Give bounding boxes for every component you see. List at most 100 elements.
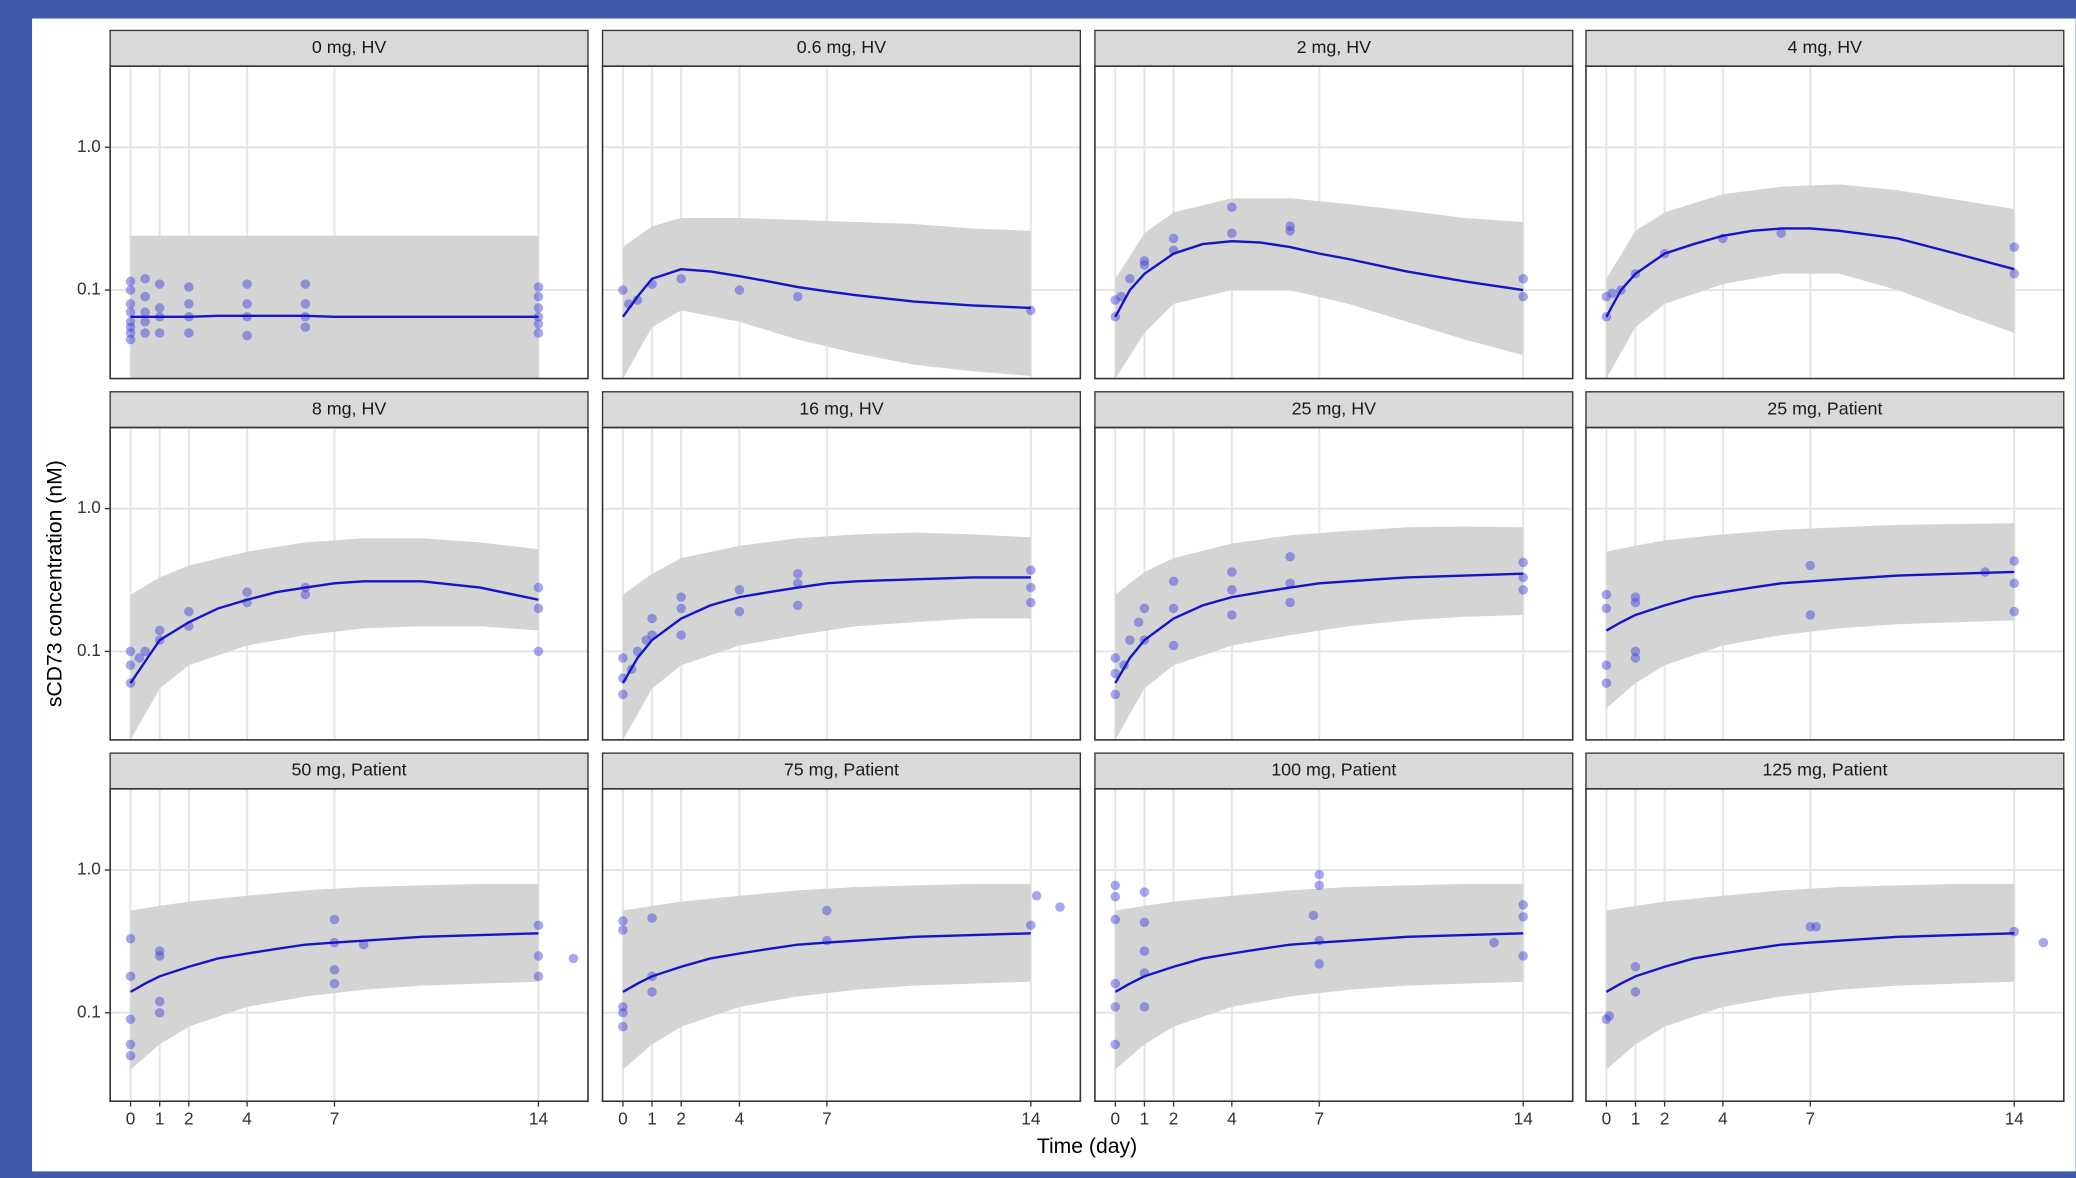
data-point [533, 646, 544, 657]
facet-title: 16 mg, HV [799, 398, 883, 418]
data-point [1314, 880, 1325, 891]
data-point [533, 282, 544, 292]
data-point [140, 316, 150, 327]
data-point [125, 334, 136, 345]
data-point [1518, 273, 1528, 284]
data-point [125, 276, 136, 287]
data-point [329, 978, 340, 989]
data-point [1026, 597, 1036, 608]
facet-title: 4 mg, HV [1788, 37, 1863, 57]
data-point [1601, 1014, 1612, 1025]
x-tick-label: 0 [1111, 1108, 1121, 1128]
data-point [618, 925, 628, 935]
data-point [134, 653, 145, 663]
data-point [618, 1002, 628, 1012]
x-tick-label: 14 [1021, 1108, 1041, 1128]
facet-title: 125 mg, Patient [1762, 760, 1887, 780]
facet-strip [1585, 391, 2065, 429]
panel-data [1110, 526, 1528, 740]
x-tick-label: 0 [1602, 1108, 1612, 1128]
data-point [184, 606, 194, 617]
data-point [300, 299, 311, 309]
data-point [734, 285, 745, 295]
facet-title: 8 mg, HV [312, 398, 387, 418]
data-point [1308, 910, 1319, 921]
prediction-band [130, 235, 539, 379]
facet-strip [109, 29, 589, 67]
panel [1585, 65, 2065, 380]
panel-border [109, 788, 589, 1103]
data-point [1139, 256, 1150, 266]
data-point [1110, 668, 1121, 679]
data-point [1026, 920, 1036, 931]
data-point [1630, 653, 1641, 663]
prediction-band [1606, 523, 2015, 709]
panel-data [618, 532, 1036, 740]
facet-strip [601, 752, 1082, 790]
data-point [1133, 617, 1144, 628]
x-tick-label: 1 [1631, 1108, 1641, 1128]
facet-strip [1585, 752, 2065, 790]
data-point [1110, 1002, 1121, 1012]
data-point [734, 606, 745, 617]
data-point [1518, 585, 1528, 595]
panel-border [601, 788, 1082, 1103]
x-tick-label: 4 [735, 1108, 745, 1128]
panel-border [109, 426, 589, 741]
data-point [125, 316, 136, 327]
panel-border [1585, 65, 2065, 380]
panel-border [1585, 426, 2065, 741]
panel [109, 65, 589, 380]
data-point [125, 285, 136, 295]
data-point [1285, 597, 1295, 608]
data-point [533, 291, 544, 302]
prediction-band [622, 217, 1031, 379]
data-point [676, 630, 686, 640]
x-tick-label: 4 [242, 1108, 252, 1128]
facet-strip [1585, 29, 2065, 67]
data-point [358, 939, 369, 950]
data-point [618, 1021, 628, 1032]
data-point [1518, 291, 1528, 302]
data-point [1125, 635, 1135, 645]
data-point [1110, 1039, 1121, 1050]
panel-data [618, 883, 1065, 1070]
data-point [1168, 233, 1179, 244]
data-point [1110, 653, 1121, 663]
data-point [329, 965, 340, 975]
data-point [1607, 288, 1617, 299]
data-point [792, 578, 803, 589]
data-point [1518, 951, 1528, 961]
data-point [1139, 260, 1150, 270]
median-line [129, 932, 539, 993]
data-point [1601, 603, 1612, 614]
prediction-band [130, 883, 539, 1070]
panel-data [125, 538, 544, 740]
data-point [125, 1050, 136, 1061]
x-tick-label: 4 [1718, 1108, 1728, 1128]
data-point [1125, 273, 1135, 284]
data-point [1518, 572, 1528, 583]
data-point [242, 330, 252, 341]
x-tick-label: 2 [1169, 1108, 1179, 1128]
data-point [1139, 917, 1150, 928]
data-point [1604, 1011, 1615, 1021]
prediction-band [130, 538, 539, 740]
data-point [1518, 900, 1528, 910]
data-point [647, 913, 657, 923]
data-point [1055, 902, 1065, 912]
facet-strip [601, 391, 1082, 429]
facet-title: 100 mg, Patient [1271, 760, 1396, 780]
data-point [1227, 610, 1237, 620]
data-point [1314, 959, 1325, 969]
data-point [533, 971, 544, 982]
data-point [184, 328, 194, 338]
x-axis-title: Time (day) [1037, 1135, 1137, 1158]
data-point [618, 1007, 628, 1018]
data-point [618, 285, 628, 295]
facet-strip [1094, 29, 1574, 67]
panel-data [1110, 869, 1528, 1070]
data-point [1285, 552, 1295, 562]
data-point [676, 592, 686, 602]
